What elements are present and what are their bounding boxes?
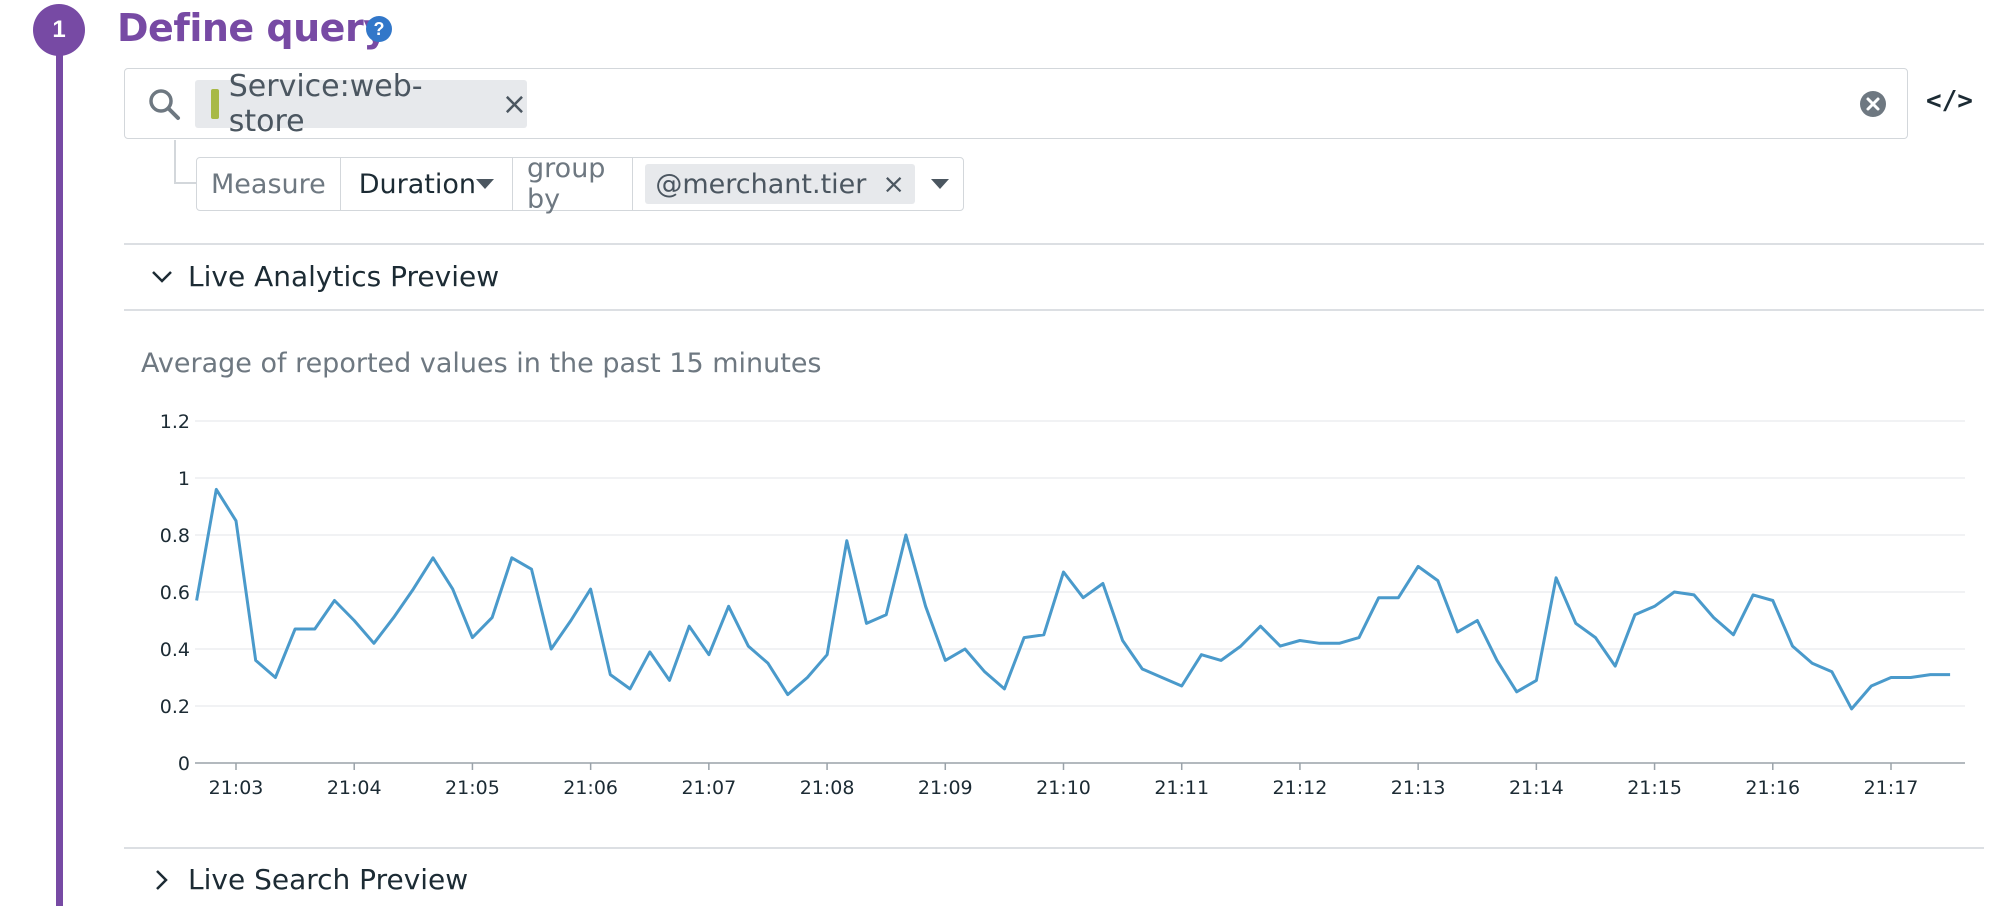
group-by-tag[interactable]: @merchant.tier ×: [645, 164, 915, 204]
x-tick-label: 21:09: [918, 777, 973, 799]
search-icon: [149, 89, 180, 120]
question-circle-icon[interactable]: ?: [366, 16, 392, 42]
section-divider: [124, 309, 1984, 311]
x-tick-label: 21:17: [1864, 777, 1919, 799]
x-tick-label: 21:16: [1745, 777, 1800, 799]
x-tick-label: 21:10: [1036, 777, 1091, 799]
measure-row: Measure Duration group by @merchant.tier…: [196, 153, 964, 215]
chart-subtitle: Average of reported values in the past 1…: [141, 348, 822, 379]
x-tick-label: 21:14: [1509, 777, 1564, 799]
x-tick-label: 21:03: [209, 777, 264, 799]
line-chart: 0 0.2 0.4 0.6 0.8 1 1.2 21:03 21:04 21:05 21:06 21:…: [160, 411, 1965, 799]
clear-search-icon[interactable]: [1859, 90, 1887, 118]
x-tick-label: 21:11: [1154, 777, 1209, 799]
x-tick-label: 21:15: [1627, 777, 1682, 799]
y-tick-label: 0.2: [160, 696, 190, 718]
code-toggle-icon[interactable]: </>: [1926, 86, 1973, 116]
search-tag-service[interactable]: Service:web-store ×: [195, 69, 527, 139]
y-tick-label: 1.2: [160, 411, 190, 433]
section-title-search: Live Search Preview: [188, 863, 469, 896]
search-tag-label: Service:web-store: [228, 69, 423, 139]
chevron-down-icon: [476, 179, 495, 189]
measure-select-value: Duration: [358, 168, 477, 200]
x-tick-label: 21:08: [800, 777, 855, 799]
section-divider: [124, 243, 1984, 245]
y-tick-label: 0: [178, 753, 190, 775]
section-divider: [124, 847, 1984, 849]
x-tick-label: 21:06: [563, 777, 618, 799]
live-analytics-toggle[interactable]: Live Analytics Preview: [148, 260, 499, 293]
tag-accent-marker: [211, 89, 219, 119]
group-by-dropdown-button[interactable]: [927, 158, 963, 210]
close-icon[interactable]: ×: [882, 168, 905, 200]
x-tick-label: 21:12: [1273, 777, 1328, 799]
page-title: Define query: [117, 6, 388, 50]
close-icon[interactable]: ×: [501, 86, 527, 122]
measure-label: Measure: [197, 158, 341, 210]
step-progress-line: [56, 50, 63, 906]
y-tick-label: 0.6: [160, 582, 190, 604]
x-tick-label: 21:13: [1391, 777, 1446, 799]
query-connector-line: [174, 140, 196, 184]
group-by-field[interactable]: @merchant.tier ×: [633, 158, 927, 210]
chevron-down-icon: [931, 179, 949, 189]
series-line: [195, 487, 1951, 711]
section-title-analytics: Live Analytics Preview: [188, 260, 500, 293]
chevron-right-icon: [156, 869, 168, 890]
chevron-down-icon: [152, 270, 172, 283]
measure-select[interactable]: Duration: [341, 158, 514, 210]
group-by-label: group by: [513, 153, 634, 215]
search-query-bar[interactable]: Service:web-store ×: [124, 68, 1908, 139]
x-tick-label: 21:07: [681, 777, 736, 799]
live-search-toggle[interactable]: Live Search Preview: [148, 863, 468, 896]
group-by-tag-label: @merchant.tier: [655, 168, 867, 200]
x-tick-label: 21:05: [445, 777, 500, 799]
y-tick-label: 0.4: [160, 639, 190, 661]
step-number-badge: 1: [33, 4, 85, 56]
y-tick-label: 1: [178, 468, 190, 490]
y-tick-label: 0.8: [160, 525, 190, 547]
x-tick-label: 21:04: [327, 777, 382, 799]
